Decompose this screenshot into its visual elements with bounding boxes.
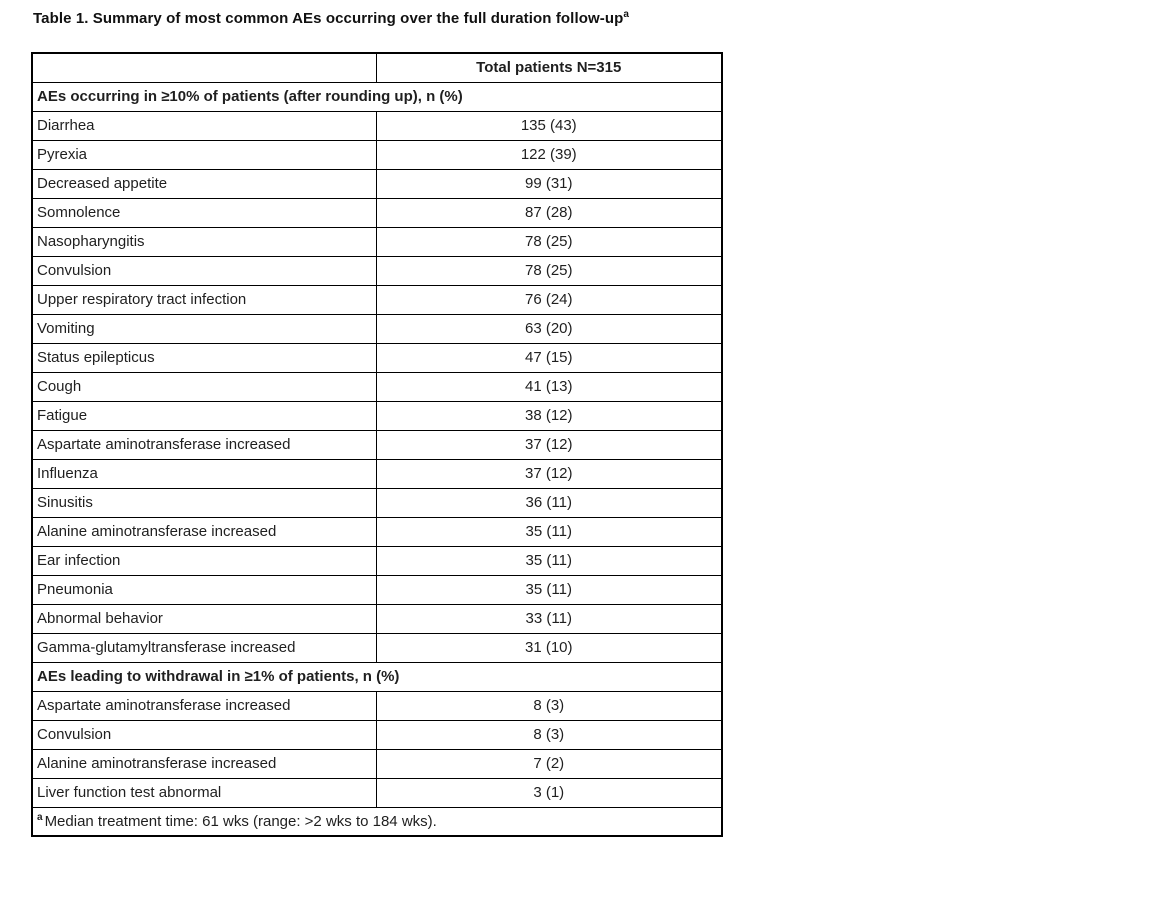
ae-name-cell: Convulsion [31, 719, 377, 750]
ae-name-cell: Gamma-glutamyltransferase increased [31, 632, 377, 663]
ae-value-cell: 37 (12) [375, 458, 723, 489]
header-total-patients: Total patients N=315 [375, 52, 723, 83]
ae-name-cell: Nasopharyngitis [31, 226, 377, 257]
ae-value-cell: 87 (28) [375, 197, 723, 228]
table-row: Liver function test abnormal 3 (1) [31, 777, 723, 808]
table-header-row: Total patients N=315 [31, 52, 723, 83]
ae-name-cell: Influenza [31, 458, 377, 489]
ae-value-cell: 35 (11) [375, 574, 723, 605]
table-row: Cough 41 (13) [31, 371, 723, 402]
ae-name-cell: Decreased appetite [31, 168, 377, 199]
table-title: Table 1. Summary of most common AEs occu… [33, 9, 630, 28]
ae-name-cell: Sinusitis [31, 487, 377, 518]
ae-name-cell: Convulsion [31, 255, 377, 286]
table-row: Ear infection 35 (11) [31, 545, 723, 576]
ae-name-cell: Alanine aminotransferase increased [31, 516, 377, 547]
ae-value-cell: 122 (39) [375, 139, 723, 170]
header-empty-cell [31, 52, 377, 83]
ae-name-cell: Alanine aminotransferase increased [31, 748, 377, 779]
table-row: Convulsion 8 (3) [31, 719, 723, 750]
footnote-cell: a Median treatment time: 61 wks (range: >… [31, 806, 723, 837]
section-header-row: AEs leading to withdrawal in ≥1% of pati… [31, 661, 723, 692]
ae-value-cell: 47 (15) [375, 342, 723, 373]
ae-value-cell: 35 (11) [375, 516, 723, 547]
footnote-row: a Median treatment time: 61 wks (range: >… [31, 806, 723, 837]
ae-value-cell: 78 (25) [375, 255, 723, 286]
ae-value-cell: 76 (24) [375, 284, 723, 315]
ae-value-cell: 135 (43) [375, 110, 723, 141]
ae-value-cell: 38 (12) [375, 400, 723, 431]
table-row: Decreased appetite 99 (31) [31, 168, 723, 199]
ae-value-cell: 99 (31) [375, 168, 723, 199]
ae-summary-table: Total patients N=315 AEs occurring in ≥1… [31, 52, 723, 837]
ae-name-cell: Upper respiratory tract infection [31, 284, 377, 315]
table-row: Pyrexia 122 (39) [31, 139, 723, 170]
ae-value-cell: 33 (11) [375, 603, 723, 634]
footnote-marker: a [37, 811, 43, 823]
table-row: Vomiting 63 (20) [31, 313, 723, 344]
ae-value-cell: 41 (13) [375, 371, 723, 402]
section-header-row: AEs occurring in ≥10% of patients (after… [31, 81, 723, 112]
table-row: Sinusitis 36 (11) [31, 487, 723, 518]
ae-value-cell: 3 (1) [375, 777, 723, 808]
table-row: Upper respiratory tract infection 76 (24) [31, 284, 723, 315]
ae-value-cell: 31 (10) [375, 632, 723, 663]
ae-value-cell: 78 (25) [375, 226, 723, 257]
table-title-superscript: a [623, 9, 630, 20]
ae-name-cell: Cough [31, 371, 377, 402]
table-row: Gamma-glutamyltransferase increased 31 (1… [31, 632, 723, 663]
table-row: Somnolence 87 (28) [31, 197, 723, 228]
ae-value-cell: 37 (12) [375, 429, 723, 460]
table-row: Fatigue 38 (12) [31, 400, 723, 431]
ae-value-cell: 36 (11) [375, 487, 723, 518]
table-row: Abnormal behavior 33 (11) [31, 603, 723, 634]
ae-name-cell: Pyrexia [31, 139, 377, 170]
ae-name-cell: Diarrhea [31, 110, 377, 141]
table-title-text: Table 1. Summary of most common AEs occu… [33, 10, 624, 27]
ae-value-cell: 63 (20) [375, 313, 723, 344]
table-row: Alanine aminotransferase increased 7 (2) [31, 748, 723, 779]
ae-name-cell: Abnormal behavior [31, 603, 377, 634]
table-row: Aspartate aminotransferase increased 8 (3… [31, 690, 723, 721]
ae-name-cell: Fatigue [31, 400, 377, 431]
table-row: Status epilepticus 47 (15) [31, 342, 723, 373]
ae-name-cell: Aspartate aminotransferase increased [31, 690, 377, 721]
table-row: Diarrhea 135 (43) [31, 110, 723, 141]
ae-name-cell: Aspartate aminotransferase increased [31, 429, 377, 460]
section-label: AEs occurring in ≥10% of patients (after… [31, 81, 723, 112]
ae-name-cell: Ear infection [31, 545, 377, 576]
ae-name-cell: Somnolence [31, 197, 377, 228]
ae-name-cell: Status epilepticus [31, 342, 377, 373]
table-row: Nasopharyngitis 78 (25) [31, 226, 723, 257]
table-row: Pneumonia 35 (11) [31, 574, 723, 605]
section-label: AEs leading to withdrawal in ≥1% of pati… [31, 661, 723, 692]
ae-name-cell: Pneumonia [31, 574, 377, 605]
ae-name-cell: Vomiting [31, 313, 377, 344]
ae-value-cell: 7 (2) [375, 748, 723, 779]
table-row: Convulsion 78 (25) [31, 255, 723, 286]
ae-value-cell: 8 (3) [375, 690, 723, 721]
table-row: Aspartate aminotransferase increased 37 (… [31, 429, 723, 460]
table-row: Influenza 37 (12) [31, 458, 723, 489]
footnote-text: Median treatment time: 61 wks (range: >2… [44, 812, 437, 830]
ae-value-cell: 35 (11) [375, 545, 723, 576]
table-row: Alanine aminotransferase increased 35 (11… [31, 516, 723, 547]
ae-name-cell: Liver function test abnormal [31, 777, 377, 808]
ae-value-cell: 8 (3) [375, 719, 723, 750]
